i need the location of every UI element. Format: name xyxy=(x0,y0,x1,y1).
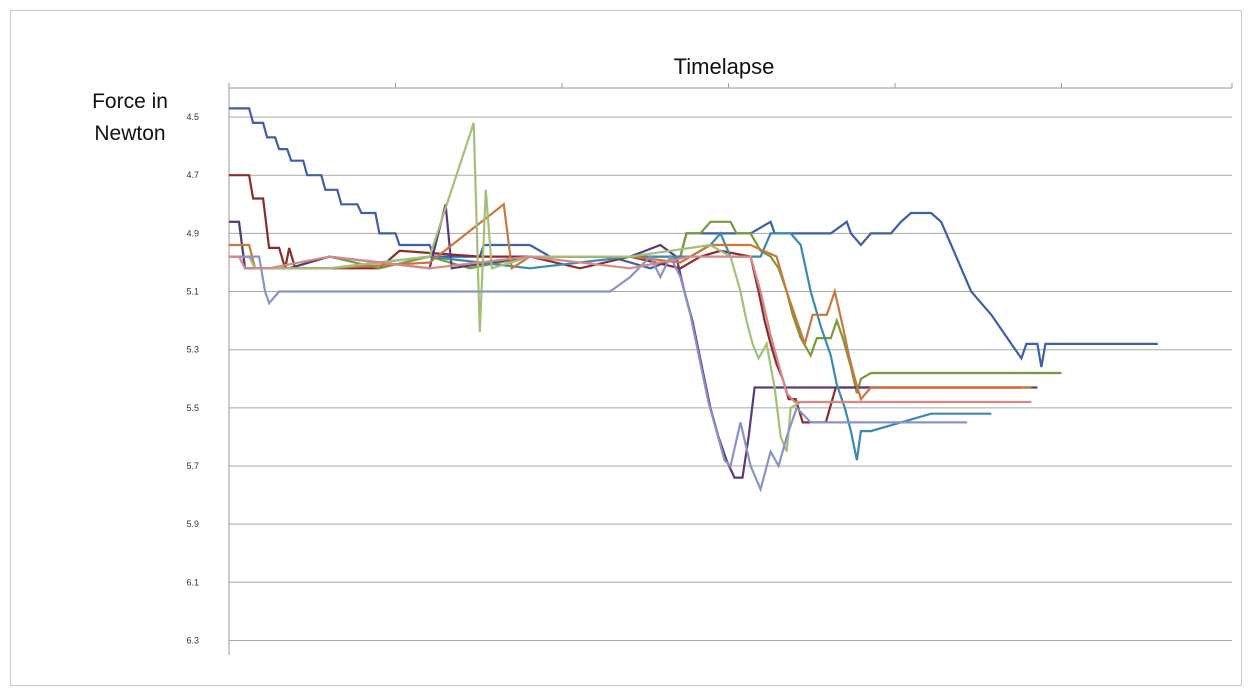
y-axis-label-line-1: Force in xyxy=(92,90,168,113)
y-tick-label: 5.5 xyxy=(186,403,199,413)
chart-frame xyxy=(10,10,1242,686)
chart-title: Timelapse xyxy=(674,54,775,79)
y-tick-label: 4.9 xyxy=(186,228,199,238)
y-tick-label: 6.1 xyxy=(186,577,199,587)
y-tick-label: 6.3 xyxy=(186,635,199,645)
series-lines xyxy=(229,107,1158,493)
y-tick-label: 5.1 xyxy=(186,287,199,297)
y-tick-label: 4.7 xyxy=(186,170,199,180)
series-line-9 xyxy=(229,255,1032,404)
y-axis-label-line-2: Newton xyxy=(94,122,165,145)
y-tick-label: 4.5 xyxy=(186,112,199,122)
y-tick-labels: 4.5 4.7 4.9 5.1 5.3 5.5 5.7 5.9 6.1 6.3 xyxy=(186,112,199,645)
y-tick-label: 5.9 xyxy=(186,519,199,529)
series-line-2 xyxy=(229,174,1022,424)
series-line-8 xyxy=(229,254,968,493)
series-line-5 xyxy=(229,231,992,461)
series-line-3 xyxy=(229,220,1062,394)
axes xyxy=(228,83,1233,655)
series-line-7 xyxy=(229,122,1002,452)
gridlines xyxy=(229,116,1232,641)
series-line-1 xyxy=(229,107,1158,368)
series-line-4 xyxy=(229,204,1038,479)
y-tick-label: 5.3 xyxy=(186,345,199,355)
series-line-6 xyxy=(229,202,1032,402)
y-tick-label: 5.7 xyxy=(186,461,199,471)
